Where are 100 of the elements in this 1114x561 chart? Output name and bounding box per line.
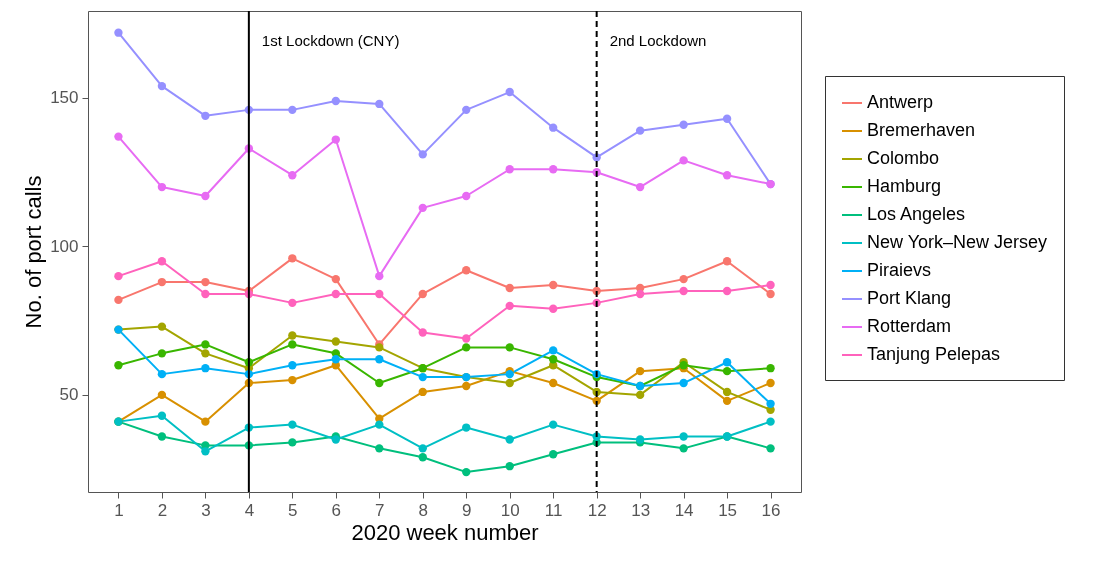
point <box>462 381 471 391</box>
point <box>679 286 688 296</box>
point <box>331 289 340 299</box>
point <box>462 334 471 343</box>
point <box>157 182 167 192</box>
point <box>635 126 645 135</box>
point <box>157 411 167 420</box>
point <box>505 343 514 352</box>
point <box>679 156 688 165</box>
y-tick-label: 50 <box>59 385 79 405</box>
point <box>288 340 297 349</box>
point <box>288 254 297 263</box>
point <box>418 372 427 382</box>
point <box>157 390 167 400</box>
point <box>201 289 210 299</box>
point <box>679 378 688 388</box>
point <box>505 301 514 311</box>
point <box>375 378 384 388</box>
legend-label: Rotterdam <box>867 316 952 336</box>
x-tick-label: 7 <box>375 500 385 520</box>
point <box>157 369 167 379</box>
point <box>201 340 210 349</box>
point <box>288 298 297 308</box>
point <box>201 447 210 456</box>
point <box>375 420 384 429</box>
x-tick-label: 14 <box>674 500 694 520</box>
legend-label: Bremerhaven <box>867 120 976 140</box>
point <box>766 444 775 453</box>
point <box>418 150 427 159</box>
point <box>766 364 775 373</box>
point <box>462 423 471 432</box>
point <box>549 280 558 290</box>
point <box>201 364 210 373</box>
point <box>201 191 210 201</box>
point <box>157 257 167 266</box>
legend-label: Antwerp <box>867 92 934 112</box>
x-tick-label: 12 <box>587 500 607 520</box>
point <box>549 165 558 174</box>
point <box>549 450 558 459</box>
x-tick-label: 16 <box>761 500 781 520</box>
point <box>418 328 427 337</box>
point <box>157 349 167 358</box>
y-tick-label: 150 <box>50 88 79 108</box>
point <box>201 277 210 287</box>
point <box>201 349 210 358</box>
point <box>418 444 427 453</box>
legend-label: Hamburg <box>867 176 942 196</box>
point <box>505 165 514 174</box>
point <box>722 171 732 180</box>
point <box>722 257 732 266</box>
x-axis-title: 2020 week number <box>351 519 539 545</box>
legend-label: Los Angeles <box>867 204 966 224</box>
point <box>766 280 775 290</box>
x-tick-label: 8 <box>418 500 428 520</box>
point <box>288 420 297 429</box>
point <box>679 444 688 453</box>
point <box>722 396 732 406</box>
point <box>114 28 123 37</box>
x-tick-label: 15 <box>718 500 738 520</box>
point <box>288 171 297 180</box>
point <box>462 105 471 115</box>
point <box>157 277 167 287</box>
point <box>288 105 297 115</box>
point <box>722 366 732 376</box>
legend-label: New York–New Jersey <box>867 232 1048 252</box>
legend-label: Tanjung Pelepas <box>867 344 1001 364</box>
point <box>549 123 558 132</box>
x-tick-label: 11 <box>544 500 563 520</box>
point <box>505 87 514 97</box>
point <box>766 417 775 426</box>
point <box>549 304 558 313</box>
point <box>201 111 210 120</box>
point <box>288 361 297 370</box>
point <box>288 438 297 447</box>
point <box>635 182 645 192</box>
point <box>462 467 471 477</box>
point <box>505 283 514 293</box>
point <box>418 453 427 462</box>
point <box>114 132 123 141</box>
x-tick-label: 10 <box>500 500 520 520</box>
point <box>201 417 210 426</box>
point <box>114 271 123 281</box>
point <box>722 286 732 296</box>
point <box>462 343 471 352</box>
point <box>331 135 340 144</box>
point <box>722 114 732 123</box>
y-tick-label: 100 <box>50 236 79 256</box>
point <box>375 355 384 364</box>
point <box>375 444 384 453</box>
point <box>114 361 123 370</box>
point <box>766 289 775 299</box>
point <box>331 96 340 106</box>
point <box>635 390 645 400</box>
point <box>157 432 167 441</box>
x-tick-label: 3 <box>201 500 211 520</box>
point <box>157 81 167 91</box>
point <box>505 378 514 388</box>
x-tick-label: 2 <box>157 500 168 520</box>
x-tick-label: 13 <box>631 500 651 520</box>
point <box>679 274 688 284</box>
